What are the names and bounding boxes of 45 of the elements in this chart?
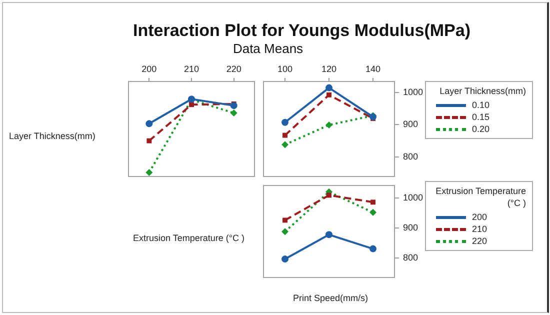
- legend-label: 0.20: [472, 124, 490, 134]
- y-tick-label: 1000: [403, 192, 424, 202]
- point: [189, 102, 194, 108]
- point: [282, 141, 288, 148]
- point: [370, 245, 376, 252]
- y-axis-title: Layer Thickness(mm): [9, 131, 96, 141]
- point: [282, 118, 288, 126]
- x-tick-label: 200: [142, 64, 157, 74]
- legend-label: 0.10: [472, 100, 490, 110]
- y-tick-label: 800: [403, 252, 418, 263]
- point: [146, 168, 153, 176]
- x-tick-label: 120: [321, 64, 337, 74]
- y-tick-label: 900: [403, 119, 418, 130]
- point: [370, 208, 376, 216]
- legend-label: 210: [472, 224, 488, 234]
- point: [326, 121, 332, 128]
- point: [370, 200, 376, 205]
- x-tick-label: 210: [184, 64, 200, 74]
- point: [326, 92, 332, 98]
- chart-subtitle: Data Means: [232, 41, 304, 56]
- x-tick-label: 220: [226, 64, 242, 74]
- y-tick-label: 800: [403, 151, 418, 162]
- legend-title: Layer Thickness(mm): [438, 85, 526, 97]
- point: [146, 138, 152, 144]
- point: [326, 192, 332, 198]
- legend-label: 0.15: [472, 112, 490, 122]
- x-tick-label: 100: [277, 64, 293, 74]
- y-tick-label: 900: [403, 222, 418, 233]
- legend-label: 200: [472, 212, 488, 222]
- point: [146, 120, 153, 128]
- point: [326, 84, 332, 92]
- point: [282, 218, 288, 223]
- point: [282, 256, 288, 263]
- y-axis-title: Extrusion Temperature (°C ): [133, 233, 244, 243]
- x-axis-title: Print Speed(mm/s): [293, 293, 368, 303]
- point: [230, 102, 238, 110]
- x-tick-label: 140: [365, 64, 381, 74]
- point: [230, 110, 238, 116]
- legend-label: 220: [472, 236, 488, 246]
- text: Interaction Plot for Youngs Modulus(MPa): [133, 21, 470, 41]
- point: [326, 231, 332, 238]
- y-tick-label: 1000: [403, 86, 424, 97]
- point: [282, 228, 288, 236]
- point: [282, 132, 288, 138]
- legend-title: Extrusion Temperature (°C ): [434, 185, 526, 209]
